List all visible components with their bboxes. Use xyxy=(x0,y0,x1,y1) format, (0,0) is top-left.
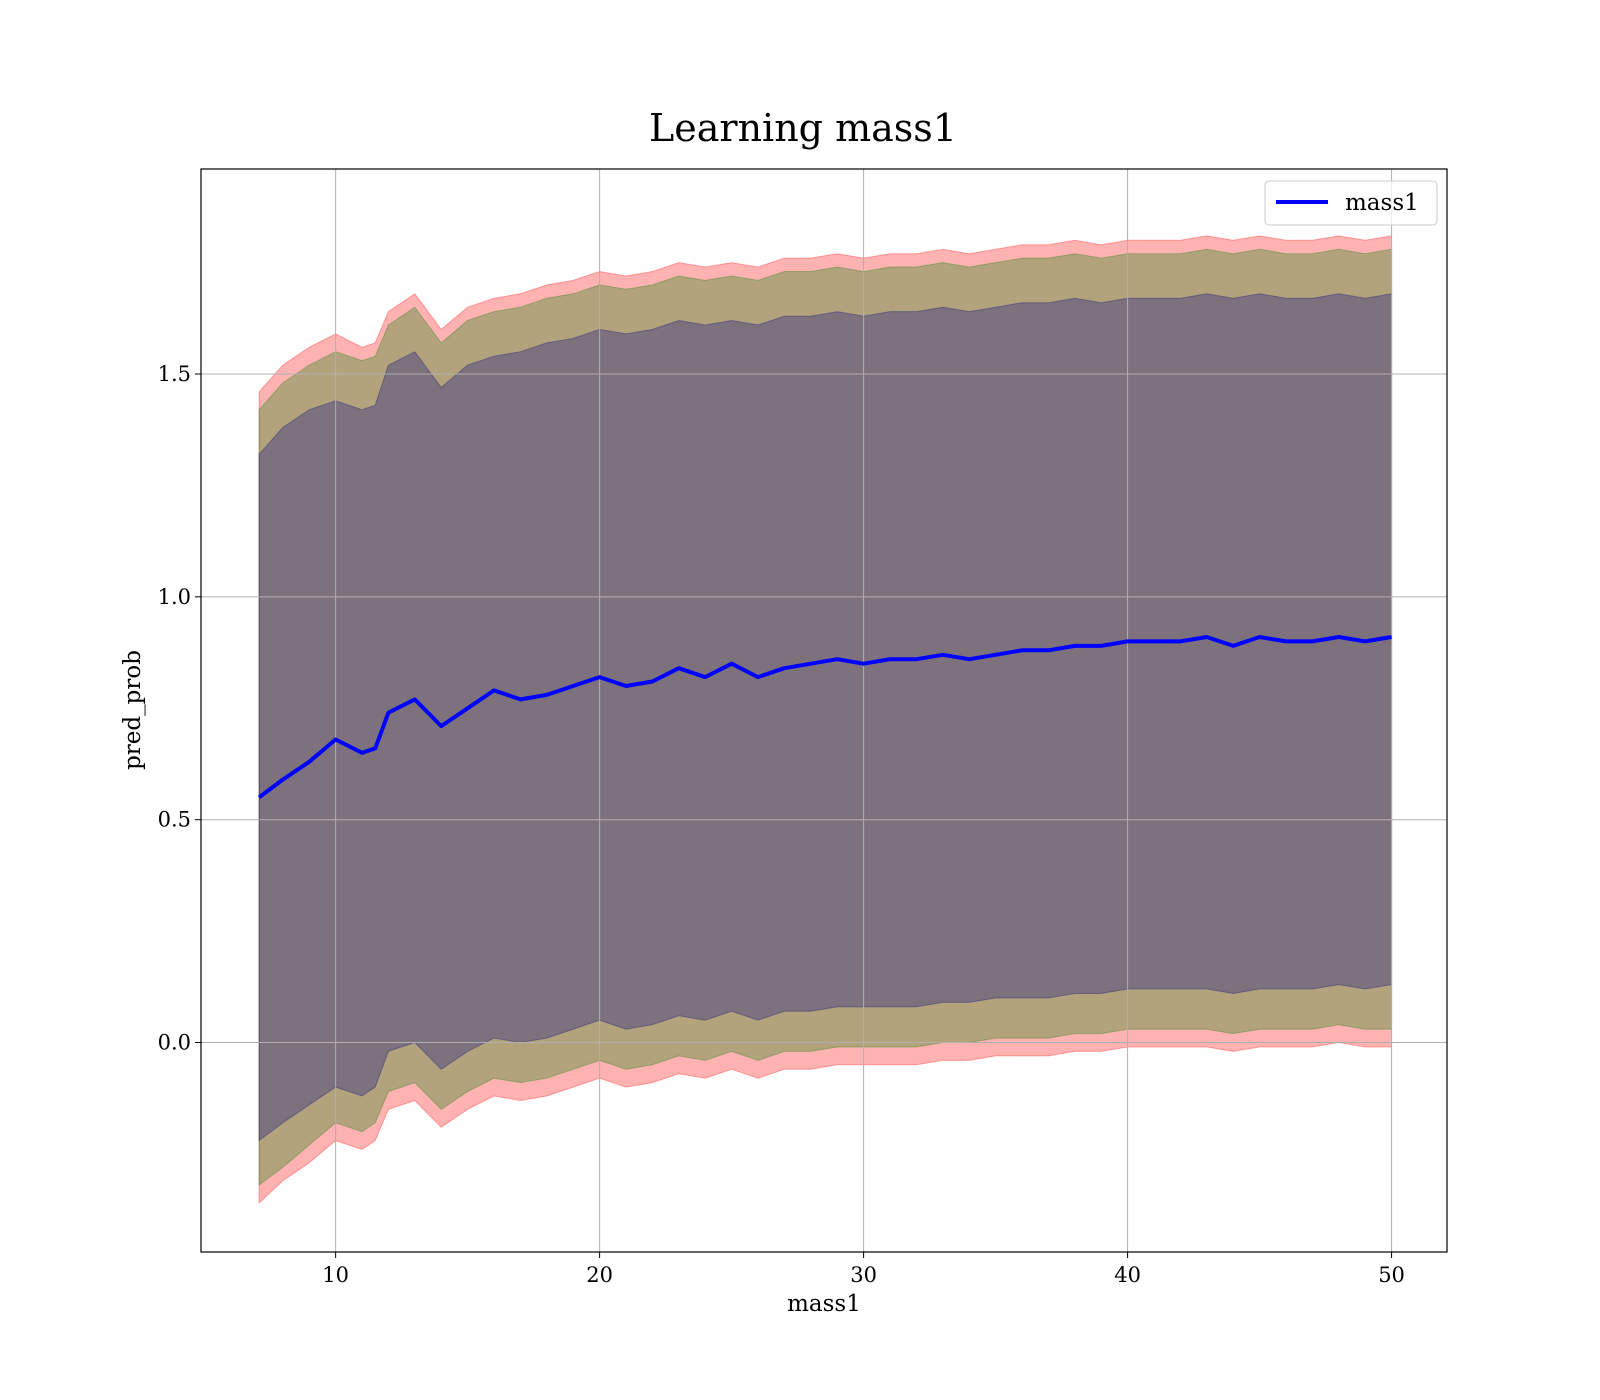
legend-box xyxy=(1264,180,1438,226)
series-line-mass1 xyxy=(257,635,1392,799)
y-tick-label: 0.0 xyxy=(158,1031,191,1055)
series-lines xyxy=(257,635,1392,799)
y-tick-label: 1.5 xyxy=(158,362,191,386)
x-tick-label: 20 xyxy=(586,1263,613,1287)
y-axis-ticks: 0.0 0.5 1.0 1.5 xyxy=(158,362,201,1055)
legend-label-mass1: mass1 xyxy=(1345,190,1419,216)
plot-frame xyxy=(200,168,1448,1253)
y-axis-label: pred_prob xyxy=(120,650,146,770)
y-tick-label: 1.0 xyxy=(158,585,191,609)
x-axis-ticks: 10 20 30 40 50 xyxy=(322,1252,1405,1287)
x-axis-label: mass1 xyxy=(787,1291,861,1317)
gridlines xyxy=(201,169,1447,1252)
y-tick-label: 0.5 xyxy=(158,808,191,832)
x-tick-label: 40 xyxy=(1114,1263,1141,1287)
confidence-bands xyxy=(258,235,1393,1205)
chart-title: Learning mass1 xyxy=(649,106,957,150)
x-tick-label: 30 xyxy=(850,1263,877,1287)
x-tick-label: 50 xyxy=(1378,1263,1405,1287)
legend: mass1 xyxy=(1264,180,1438,226)
x-tick-label: 10 xyxy=(322,1263,349,1287)
